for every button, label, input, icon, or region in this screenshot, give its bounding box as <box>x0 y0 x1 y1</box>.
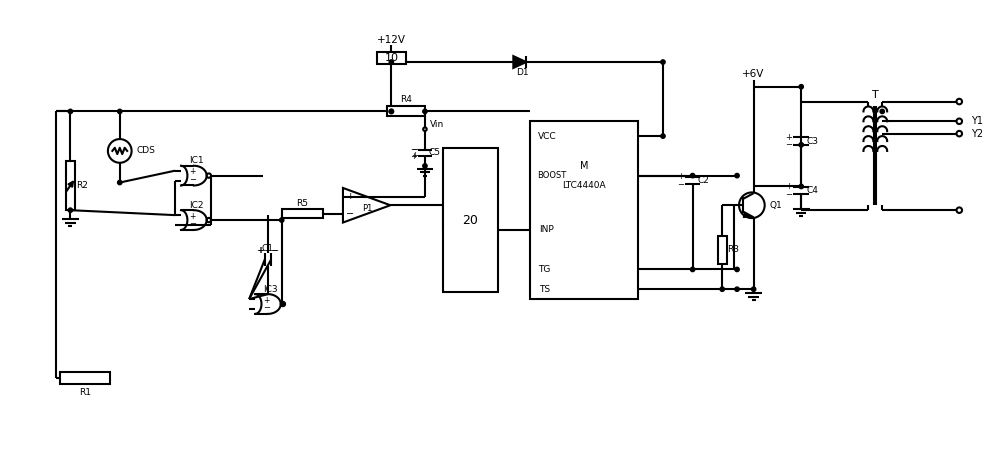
Text: C2: C2 <box>698 176 709 185</box>
Circle shape <box>799 85 803 89</box>
Circle shape <box>720 287 724 291</box>
Bar <box>377 52 406 64</box>
Bar <box>718 236 727 264</box>
Text: R5: R5 <box>296 198 308 207</box>
Circle shape <box>799 143 803 147</box>
Text: CDS: CDS <box>137 146 155 155</box>
Text: +: + <box>189 167 196 176</box>
Circle shape <box>751 287 756 291</box>
Text: BOOST: BOOST <box>537 171 566 180</box>
Circle shape <box>690 267 695 272</box>
Text: Y1: Y1 <box>971 116 983 126</box>
Circle shape <box>661 60 665 64</box>
Text: −: − <box>785 140 792 149</box>
Text: −: − <box>411 145 418 154</box>
Text: IC1: IC1 <box>189 156 204 165</box>
Text: +: + <box>785 133 792 142</box>
Text: LTC4440A: LTC4440A <box>562 181 606 190</box>
Text: R2: R2 <box>76 181 88 190</box>
Text: +: + <box>346 192 354 201</box>
Circle shape <box>389 109 394 113</box>
Text: +: + <box>257 246 264 255</box>
Text: TS: TS <box>539 285 550 294</box>
Circle shape <box>389 109 394 113</box>
Text: M: M <box>580 161 588 171</box>
Text: −: − <box>410 145 417 154</box>
Text: Vin: Vin <box>430 120 445 129</box>
Text: TG: TG <box>538 265 551 274</box>
Circle shape <box>799 184 803 189</box>
Text: 20: 20 <box>462 214 478 226</box>
Bar <box>387 107 425 117</box>
Text: −: − <box>346 209 354 219</box>
Text: +: + <box>189 212 196 221</box>
Text: C3: C3 <box>806 136 818 145</box>
Text: Q1: Q1 <box>770 201 782 210</box>
Circle shape <box>389 60 394 64</box>
Circle shape <box>68 109 73 113</box>
Circle shape <box>423 109 427 113</box>
Text: R3: R3 <box>727 245 739 254</box>
Text: +6V: +6V <box>742 69 765 79</box>
Text: +: + <box>785 182 792 191</box>
Text: P1: P1 <box>362 204 373 213</box>
Bar <box>282 209 323 218</box>
Text: Y2: Y2 <box>971 129 983 139</box>
Bar <box>443 148 498 292</box>
Text: −: − <box>271 246 278 255</box>
Text: −: − <box>263 303 270 312</box>
Text: +: + <box>411 151 418 160</box>
Text: +: + <box>263 296 270 305</box>
Text: R1: R1 <box>79 388 91 397</box>
Text: +: + <box>256 246 263 255</box>
Text: IC2: IC2 <box>190 201 204 210</box>
Circle shape <box>118 180 122 184</box>
Text: 10: 10 <box>384 53 398 63</box>
Bar <box>66 161 75 210</box>
Text: IC3: IC3 <box>264 285 278 294</box>
Circle shape <box>280 218 284 222</box>
Text: R4: R4 <box>400 95 412 104</box>
Circle shape <box>690 173 695 178</box>
Bar <box>530 122 638 299</box>
Text: −: − <box>189 175 196 184</box>
Text: C1: C1 <box>262 244 274 253</box>
Circle shape <box>735 267 739 272</box>
Circle shape <box>68 208 73 212</box>
Text: +: + <box>410 152 417 161</box>
Text: T: T <box>872 90 879 99</box>
Text: −: − <box>677 180 684 189</box>
Text: C4: C4 <box>806 186 818 195</box>
Text: C5: C5 <box>428 148 440 157</box>
Circle shape <box>880 109 884 113</box>
Text: VCC: VCC <box>538 131 557 140</box>
Polygon shape <box>513 56 526 68</box>
Text: −: − <box>785 190 792 199</box>
Text: −: − <box>189 219 196 228</box>
Circle shape <box>735 173 739 178</box>
Circle shape <box>661 134 665 138</box>
Text: +12V: +12V <box>377 35 406 45</box>
Text: INP: INP <box>539 225 554 234</box>
Text: +: + <box>677 172 684 181</box>
Bar <box>60 372 110 384</box>
Text: D1: D1 <box>516 68 529 77</box>
Circle shape <box>423 164 427 168</box>
Circle shape <box>118 109 122 113</box>
Circle shape <box>735 287 739 291</box>
Text: −: − <box>271 246 278 255</box>
